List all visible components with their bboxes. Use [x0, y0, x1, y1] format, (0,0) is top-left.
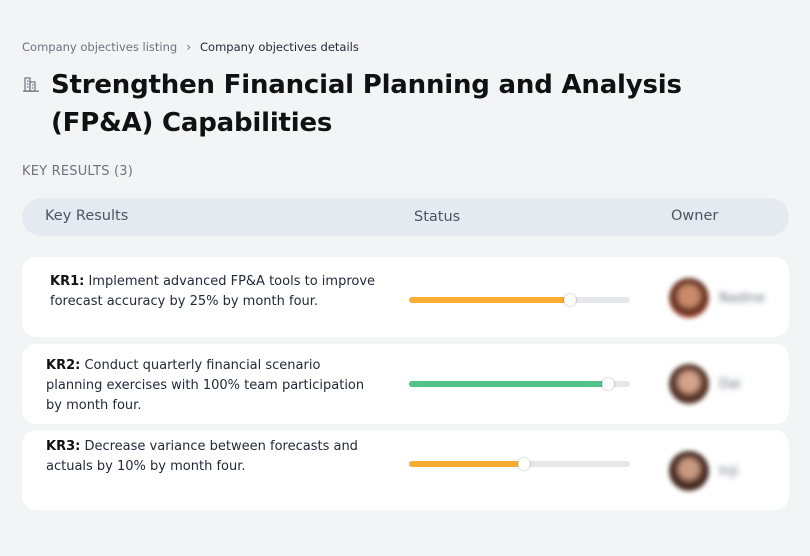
progress-fill — [409, 297, 571, 303]
column-header-key-results: Key Results — [45, 208, 129, 224]
key-result-code: KR3: — [46, 439, 81, 454]
avatar — [669, 278, 709, 318]
building-icon — [22, 76, 42, 142]
key-result-row[interactable]: KR3: Decrease variance between forecasts… — [22, 430, 789, 510]
key-result-text: KR3: Decrease variance between forecasts… — [46, 437, 376, 477]
progress-handle — [517, 458, 530, 470]
owner-name: Dai — [719, 377, 741, 392]
progress-bar — [409, 294, 630, 306]
avatar — [669, 451, 709, 491]
breadcrumb-separator-icon: › — [186, 40, 192, 54]
progress-handle — [564, 294, 577, 306]
key-result-description: Conduct quarterly financial scenario pla… — [46, 358, 365, 413]
avatar — [669, 364, 709, 404]
column-header-owner: Owner — [671, 208, 719, 224]
table-header: Key Results Status Owner — [22, 198, 789, 236]
breadcrumb-current: Company objectives details — [200, 40, 359, 54]
key-result-description: Decrease variance between forecasts and … — [46, 439, 358, 474]
breadcrumb-link-listing[interactable]: Company objectives listing — [22, 40, 178, 54]
key-result-text: KR1: Implement advanced FP&A tools to im… — [50, 272, 380, 312]
owner-name: Nadine — [719, 291, 765, 306]
progress-bar — [409, 378, 630, 390]
page-title: Strengthen Financial Planning and Analys… — [51, 70, 682, 138]
progress-fill — [409, 461, 524, 467]
key-result-code: KR2: — [46, 358, 81, 373]
key-result-description: Implement advanced FP&A tools to improve… — [50, 274, 376, 309]
key-result-row[interactable]: KR2: Conduct quarterly financial scenari… — [22, 344, 789, 424]
breadcrumb: Company objectives listing › Company obj… — [22, 40, 359, 54]
key-result-text: KR2: Conduct quarterly financial scenari… — [46, 356, 376, 416]
key-result-row[interactable]: KR1: Implement advanced FP&A tools to im… — [22, 257, 789, 337]
key-results-count-label: KEY RESULTS (3) — [22, 164, 134, 179]
owner-name: Inji — [719, 464, 739, 479]
progress-bar — [409, 458, 630, 470]
key-result-code: KR1: — [50, 274, 85, 289]
column-header-status: Status — [414, 209, 461, 225]
progress-fill — [409, 381, 608, 387]
progress-handle — [601, 378, 614, 390]
objective-header: Strengthen Financial Planning and Analys… — [22, 66, 771, 142]
